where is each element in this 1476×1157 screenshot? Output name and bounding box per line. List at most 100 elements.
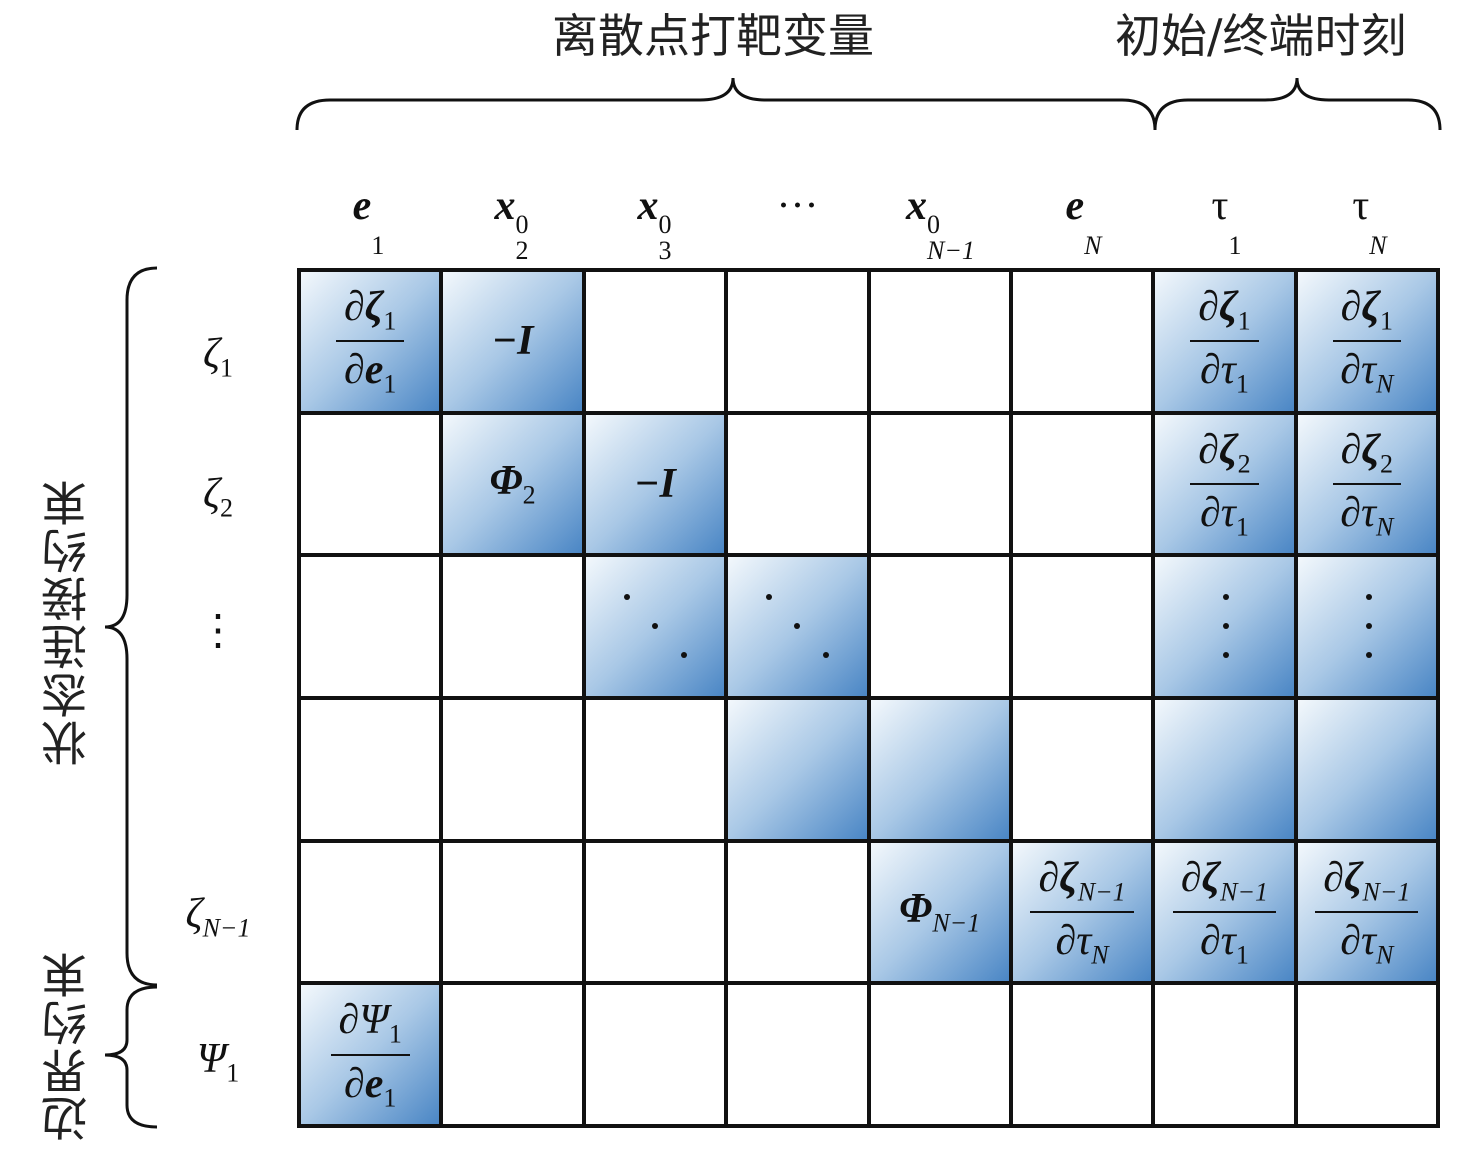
left-brace-boundary [104,985,158,1129]
matrix-cell [868,412,1011,556]
symbol: ζ [1361,283,1380,330]
symbol: ζ [1219,426,1238,473]
matrix-cell [1010,555,1154,698]
matrix-cell: ∂ζ1 ∂τN [1295,270,1438,413]
column-superscript: 0 [658,210,672,239]
row-header: ζ2 [158,470,278,523]
column-subscript: N [1369,231,1387,260]
denominator: ∂τN [1340,347,1394,399]
subscript: N [1376,369,1394,399]
denominator: ∂e1 [343,347,397,399]
column-superscript: 0 [515,210,529,239]
matrix-cell [583,840,727,984]
subscript: 1 [388,1019,402,1049]
row-header: ζ1 [158,330,278,383]
numerator: ∂ζ2 [1190,426,1259,485]
matrix-cell [299,698,442,841]
matrix-cell [726,840,869,984]
column-symbol: e [1065,183,1085,229]
matrix-cell [441,983,584,1126]
symbol: τ [1220,489,1236,536]
ddots-dot [651,623,658,630]
subscript: 2 [1237,448,1251,478]
subscript: 2 [1379,448,1393,478]
matrix-cell [726,412,869,556]
vdots-dot [1365,623,1372,630]
matrix-cell [1010,983,1154,1126]
partial-derivative: ∂ζN−1 ∂τN [1315,854,1419,971]
column-symbol: ··· [776,183,819,229]
row-subscript: 1 [226,1058,240,1088]
denominator: ∂τ1 [1200,347,1249,399]
matrix-cell [726,270,869,413]
subscript: 1 [1235,940,1249,970]
matrix-cell [583,270,727,413]
boundary-constraints-label: 边界约束 [40,950,94,1142]
symbol: ζ [364,283,384,330]
matrix-cell [726,983,869,1126]
matrix-cell: −I [583,412,727,556]
matrix-cell [441,698,584,841]
matrix-cell [726,555,869,698]
numerator: ∂ζ1 [336,283,405,343]
matrix-entry: −I [634,460,676,508]
matrix-cell [868,555,1011,698]
subscript: 1 [383,1083,397,1113]
row-symbol: ζ [202,331,220,377]
symbol: Φ [489,458,523,505]
matrix-cell [583,983,727,1126]
matrix-cell: −I [441,270,584,413]
top-brace-time [1153,77,1442,131]
partial-derivative: ∂ζ1 ∂τ1 [1190,283,1259,400]
symbol: ζ [1201,854,1221,901]
symbol: τ [1220,917,1236,964]
time-vars-label: 初始/终端时刻 [1115,9,1407,63]
subscript: 1 [1235,369,1249,399]
denominator: ∂τN [1055,917,1109,970]
matrix-cell: ∂Ψ1 ∂e1 [299,983,442,1126]
partial-derivative: ∂ζ1 ∂e1 [336,283,405,400]
subscript: N−1 [1362,876,1411,906]
column-symbol: τ [1352,183,1370,229]
matrix-cell [1010,698,1154,841]
row-subscript: 1 [220,353,233,383]
partial-derivative: ∂ζ1 ∂τN [1332,283,1401,400]
numerator: ∂ζ1 [1190,283,1259,343]
column-subscript: 2 [515,236,529,265]
matrix-cell [1010,412,1154,556]
partial-derivative: ∂ζN−1 ∂τ1 [1172,854,1277,971]
column-symbol: x [906,183,928,229]
symbol: τ [1361,917,1377,964]
matrix-cell [868,983,1011,1126]
row-symbol: ζ [202,471,220,517]
column-subscript: N [1084,231,1102,260]
matrix-cell [1010,270,1154,413]
partial-derivative: ∂Ψ1 ∂e1 [330,996,410,1113]
jacobian-grid: ∂ζ1 ∂e1 −I ∂ζ1 ∂τ1 ∂ζ1 ∂τN Φ2 −I ∂ζ2 ∂τ1 ∂ζ2 ∂τN ΦN−1… [297,268,1440,1128]
ddots-dot [623,594,630,601]
partial-derivative: ∂ζN−1 ∂τN [1030,854,1134,971]
row-subscript: N−1 [202,913,251,943]
matrix-cell: ∂ζ2 ∂τN [1295,412,1438,556]
left-brace-state [104,266,158,987]
column-symbol: x [637,183,659,229]
row-subscript: 2 [220,493,233,523]
subscript: N [1091,940,1109,970]
subscript: N−1 [1220,876,1269,906]
matrix-cell [1295,555,1438,698]
symbol: τ [1361,489,1377,536]
numerator: ∂ζN−1 [1172,854,1277,913]
denominator: ∂e1 [343,1060,397,1113]
ddots-dot [823,652,830,659]
matrix-entry: ΦN−1 [899,885,980,938]
matrix-cell [1153,983,1296,1126]
column-subscript: 1 [371,231,385,260]
row-header: ζN−1 [158,890,278,943]
subscript: N [1376,940,1394,970]
subscript: N [1376,512,1394,542]
numerator: ∂ζ1 [1332,283,1401,343]
matrix-cell [299,555,442,698]
